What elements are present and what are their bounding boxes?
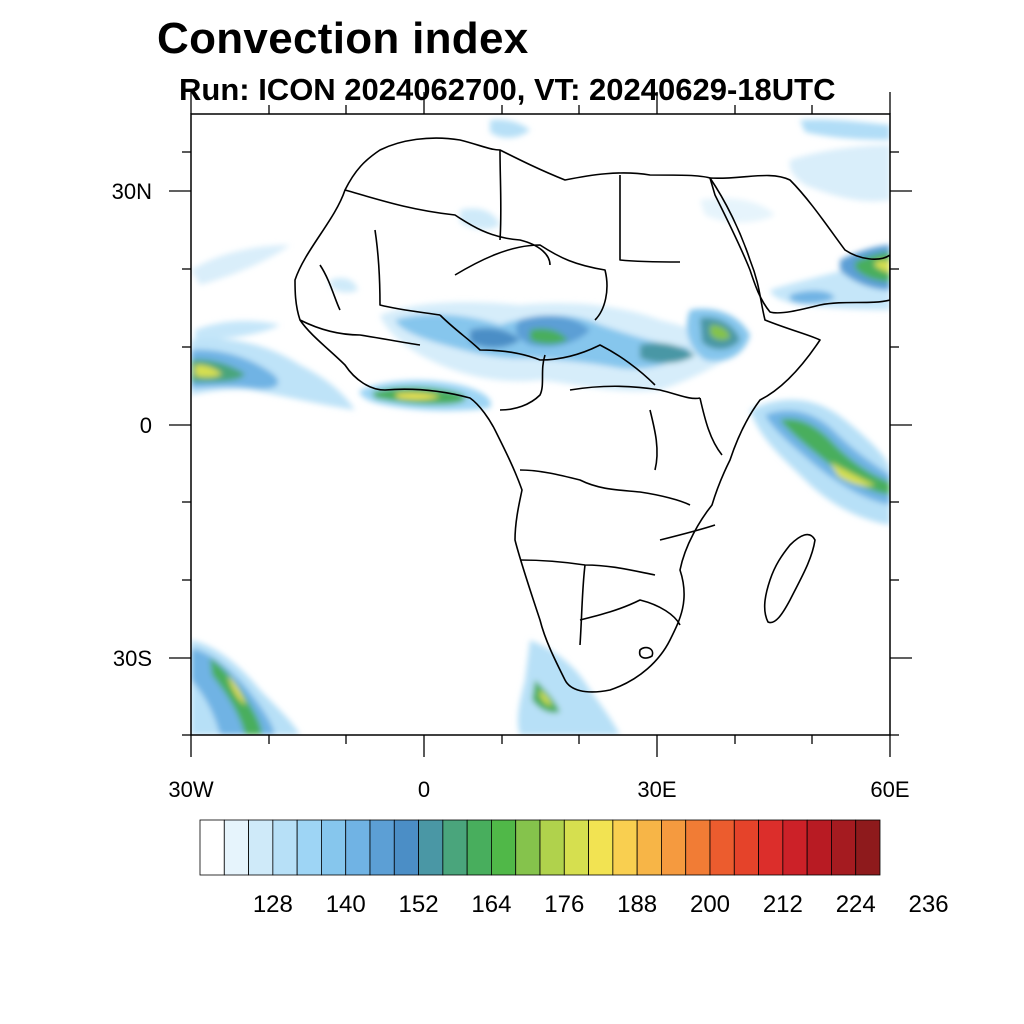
colorbar-swatch — [272, 819, 298, 876]
coastlines-borders — [294, 137, 890, 693]
colorbar-label: 128 — [253, 891, 293, 918]
lat-label-30s: 30S — [113, 646, 152, 671]
colorbar-swatch — [345, 819, 371, 876]
colorbar-label: 188 — [617, 891, 657, 918]
colorbar-swatch — [393, 819, 419, 876]
colorbar-label: 176 — [544, 891, 584, 918]
colorbar-swatch — [733, 819, 759, 876]
colorbar-label: 152 — [399, 891, 439, 918]
colorbar-swatch — [442, 819, 468, 876]
colorbar-swatch — [369, 819, 395, 876]
colorbar-label: 224 — [836, 891, 876, 918]
colorbar-swatch — [782, 819, 808, 876]
lon-label-0: 0 — [418, 777, 430, 802]
axis-ticks — [169, 92, 912, 757]
colorbar-swatch — [223, 819, 249, 876]
colorbar-swatch — [661, 819, 687, 876]
colorbar-swatch — [248, 819, 274, 876]
colorbar-swatch — [612, 819, 638, 876]
colorbar-swatch — [758, 819, 784, 876]
colorbar-swatch — [685, 819, 711, 876]
colorbar-label: 164 — [471, 891, 511, 918]
colorbar-swatch — [539, 819, 565, 876]
convection-field — [191, 119, 890, 735]
colorbar-swatch — [418, 819, 444, 876]
colorbar-swatch — [466, 819, 492, 876]
colorbar-swatch — [563, 819, 589, 876]
colorbar-swatch — [491, 819, 517, 876]
colorbar-label: 236 — [909, 891, 949, 918]
colorbar-swatch — [588, 819, 614, 876]
chart-title: Convection index — [157, 14, 529, 63]
colorbar-swatch — [831, 819, 857, 876]
colorbar-label: 140 — [326, 891, 366, 918]
colorbar-swatch — [515, 819, 541, 876]
colorbar-swatch — [636, 819, 662, 876]
colorbar-swatch — [296, 819, 322, 876]
colorbar-swatch — [199, 819, 225, 876]
chart-subtitle: Run: ICON 2024062700, VT: 20240629-18UTC — [179, 72, 836, 107]
colorbar-swatch — [855, 819, 881, 876]
lon-label-30w: 30W — [168, 777, 213, 802]
colorbar-label: 212 — [763, 891, 803, 918]
colorbar: 128 140 152 164 176 188 200 212 224 236 — [199, 819, 949, 918]
colorbar-swatch — [806, 819, 832, 876]
colorbar-swatch — [709, 819, 735, 876]
lat-label-30n: 30N — [112, 179, 152, 204]
lon-label-60e: 60E — [870, 777, 909, 802]
colorbar-label: 200 — [690, 891, 730, 918]
colorbar-swatch — [321, 819, 347, 876]
lat-label-0: 0 — [140, 413, 152, 438]
lon-label-30e: 30E — [637, 777, 676, 802]
